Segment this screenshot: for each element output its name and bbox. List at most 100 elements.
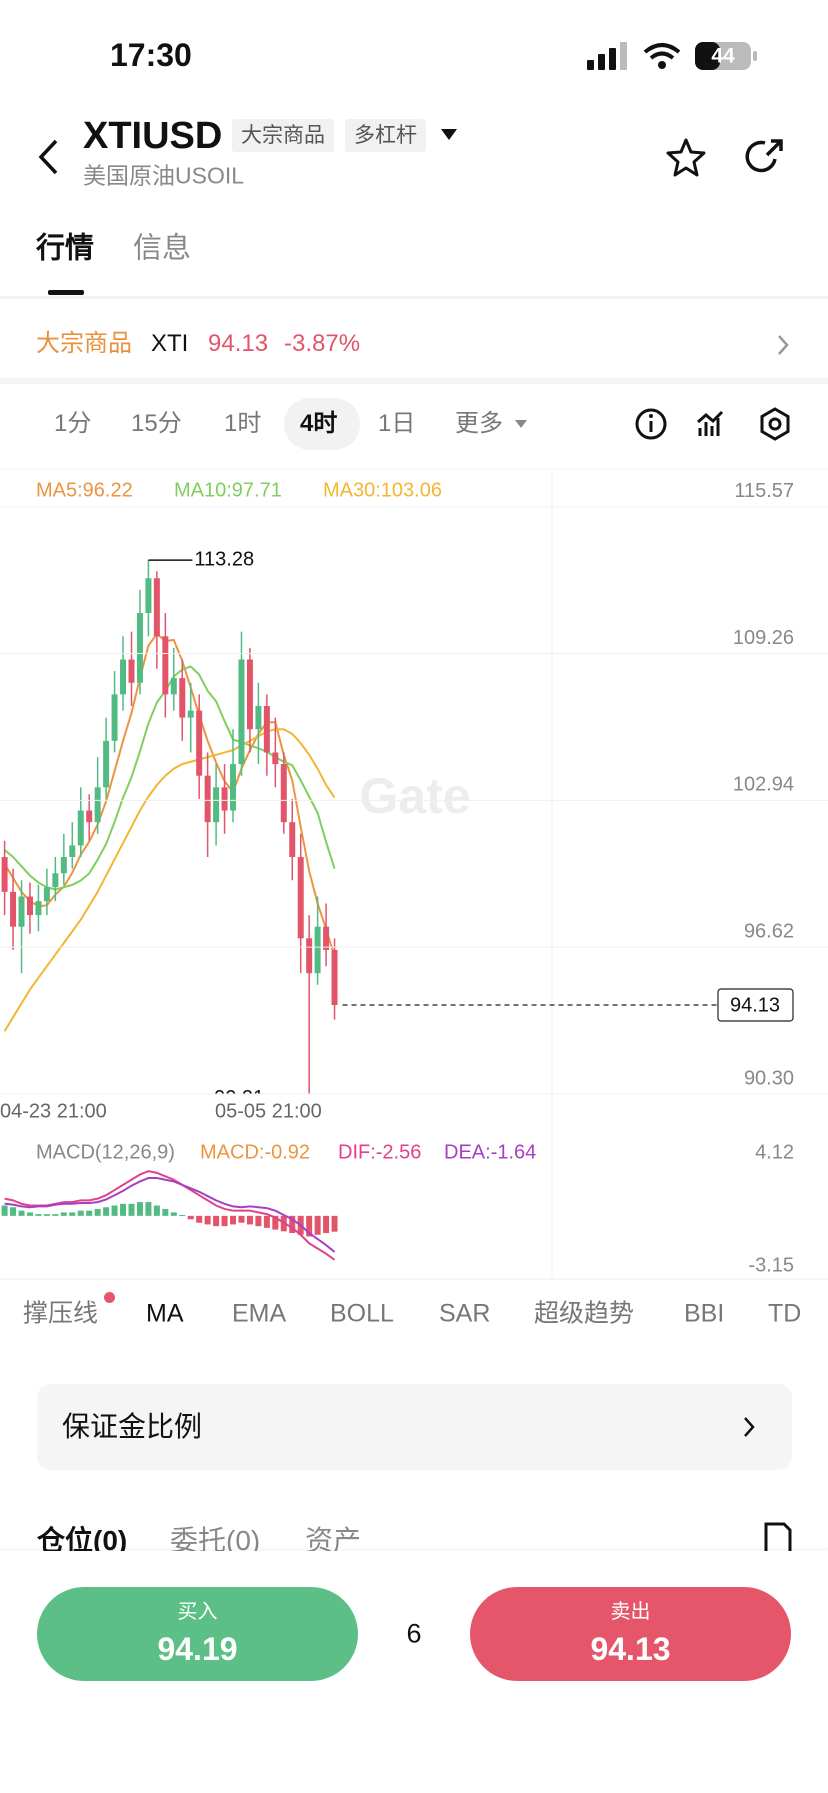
period[interactable]: 1时 <box>224 410 262 437</box>
sell-button[interactable]: 卖出 94.13 <box>470 1587 791 1681</box>
macd-bar <box>120 1203 127 1216</box>
macd-title: MACD(12,26,9) <box>36 1141 175 1163</box>
buy-price: 94.19 <box>157 1631 238 1667</box>
candle-body <box>314 926 321 974</box>
macd-bar <box>103 1207 110 1216</box>
indicator-tab[interactable]: BOLL <box>330 1299 394 1328</box>
dropdown-arrow[interactable] <box>440 128 458 142</box>
tab[interactable]: 信息 <box>133 232 192 265</box>
quote-price: 94.13 <box>208 330 269 357</box>
y-tick-label: 109.26 <box>733 627 794 649</box>
indicator-line <box>4 1177 336 1253</box>
sell-price: 94.13 <box>590 1631 671 1667</box>
indicator-tab[interactable]: SAR <box>439 1299 491 1328</box>
subtitle: 美国原油USOIL <box>83 162 245 189</box>
tab[interactable]: 行情 <box>36 232 95 265</box>
x-tick-label: 05-05 21:00 <box>215 1100 322 1122</box>
tag: 大宗商品 <box>232 119 334 152</box>
macd-bar <box>331 1215 338 1232</box>
watermark: Gate <box>359 768 470 824</box>
candle-body <box>69 845 76 858</box>
macd-bar <box>52 1214 59 1216</box>
macd-bar <box>153 1205 160 1216</box>
divider <box>0 378 828 384</box>
sell-label: 卖出 <box>610 1601 651 1623</box>
macd-bar <box>263 1215 270 1228</box>
tab-indicator <box>48 290 84 295</box>
indicator-tab[interactable]: BBI <box>684 1299 725 1328</box>
macd-bar <box>94 1208 101 1216</box>
indicator-tab[interactable]: TD <box>768 1299 802 1328</box>
max-label: 113.28 <box>194 548 254 570</box>
position-tab[interactable]: 资产 <box>305 1525 362 1556</box>
candle-body <box>272 752 279 765</box>
indicator-tab[interactable]: 超级趋势 <box>534 1299 635 1328</box>
period[interactable]: 4时 <box>300 410 338 437</box>
indicator-tab[interactable]: MA <box>146 1299 184 1328</box>
margin-card[interactable] <box>37 1384 792 1470</box>
candle-body <box>35 901 42 916</box>
macd-bar <box>86 1210 93 1216</box>
macd-bar <box>170 1212 177 1216</box>
min-label: 90.21 <box>214 1087 264 1109</box>
favorite-button[interactable] <box>666 137 706 177</box>
candle-body <box>111 694 118 741</box>
indicator-tab[interactable]: EMA <box>232 1299 287 1328</box>
buy-label: 买入 <box>177 1601 218 1623</box>
legend-entry: MA30:103.06 <box>323 479 442 501</box>
candle-body <box>238 659 245 765</box>
period[interactable]: 1分 <box>54 410 92 437</box>
candle-body <box>86 810 93 823</box>
macd-bar <box>246 1215 253 1225</box>
battery-level: 44 <box>711 44 735 68</box>
candle-body <box>153 578 160 637</box>
indicator-line <box>3 665 336 891</box>
macd-bar <box>162 1208 169 1216</box>
candle-body <box>263 705 270 753</box>
macd-bar <box>255 1215 262 1227</box>
macd-bar <box>213 1215 220 1227</box>
dropdown-arrow <box>515 420 527 428</box>
position-tab[interactable]: 仓位(0) <box>37 1525 128 1556</box>
candle-body <box>246 659 253 730</box>
macd-bar <box>10 1207 17 1216</box>
share-button[interactable] <box>745 137 785 177</box>
legend-entry: MA10:97.71 <box>174 479 282 501</box>
macd-bar <box>238 1215 245 1223</box>
candle-body <box>213 787 220 823</box>
candle-body <box>145 578 152 614</box>
candle-body <box>60 857 67 874</box>
candle-body <box>289 822 296 858</box>
candle-body <box>43 887 50 902</box>
tag: 多杠杆 <box>345 119 426 152</box>
chevron[interactable] <box>776 334 790 356</box>
chart-tools[interactable] <box>634 406 804 442</box>
macd-bar <box>272 1215 279 1230</box>
period[interactable]: 1日 <box>378 410 416 437</box>
macd-bar <box>204 1215 211 1225</box>
back-button[interactable] <box>36 138 62 176</box>
status-time: 17:30 <box>110 37 192 73</box>
period[interactable]: 更多 <box>455 410 503 437</box>
position-tab[interactable]: 委托(0) <box>170 1525 261 1556</box>
legend-entry: MA5:96.22 <box>36 479 133 501</box>
legend-entry: MACD:-0.92 <box>200 1141 310 1163</box>
candle-body <box>103 740 110 788</box>
indicator-tab[interactable]: 撑压线 <box>23 1299 99 1328</box>
last-price-label: 94.13 <box>730 994 780 1016</box>
candle-body <box>77 810 84 846</box>
buy-button[interactable]: 买入 94.19 <box>37 1587 358 1681</box>
history-icon[interactable] <box>762 1522 794 1556</box>
candle-body <box>306 938 313 974</box>
macd-bar <box>60 1212 67 1216</box>
macd-bar <box>323 1215 330 1234</box>
y-tick-label: 4.12 <box>755 1141 794 1163</box>
macd-bar <box>111 1205 118 1216</box>
legend-entry: DEA:-1.64 <box>444 1141 536 1163</box>
candle-body <box>120 659 127 695</box>
period[interactable]: 15分 <box>131 410 182 437</box>
last-price-box <box>717 988 794 1022</box>
spread: 6 <box>406 1618 422 1649</box>
candle-body <box>94 787 101 823</box>
quote-change: -3.87% <box>284 330 361 357</box>
